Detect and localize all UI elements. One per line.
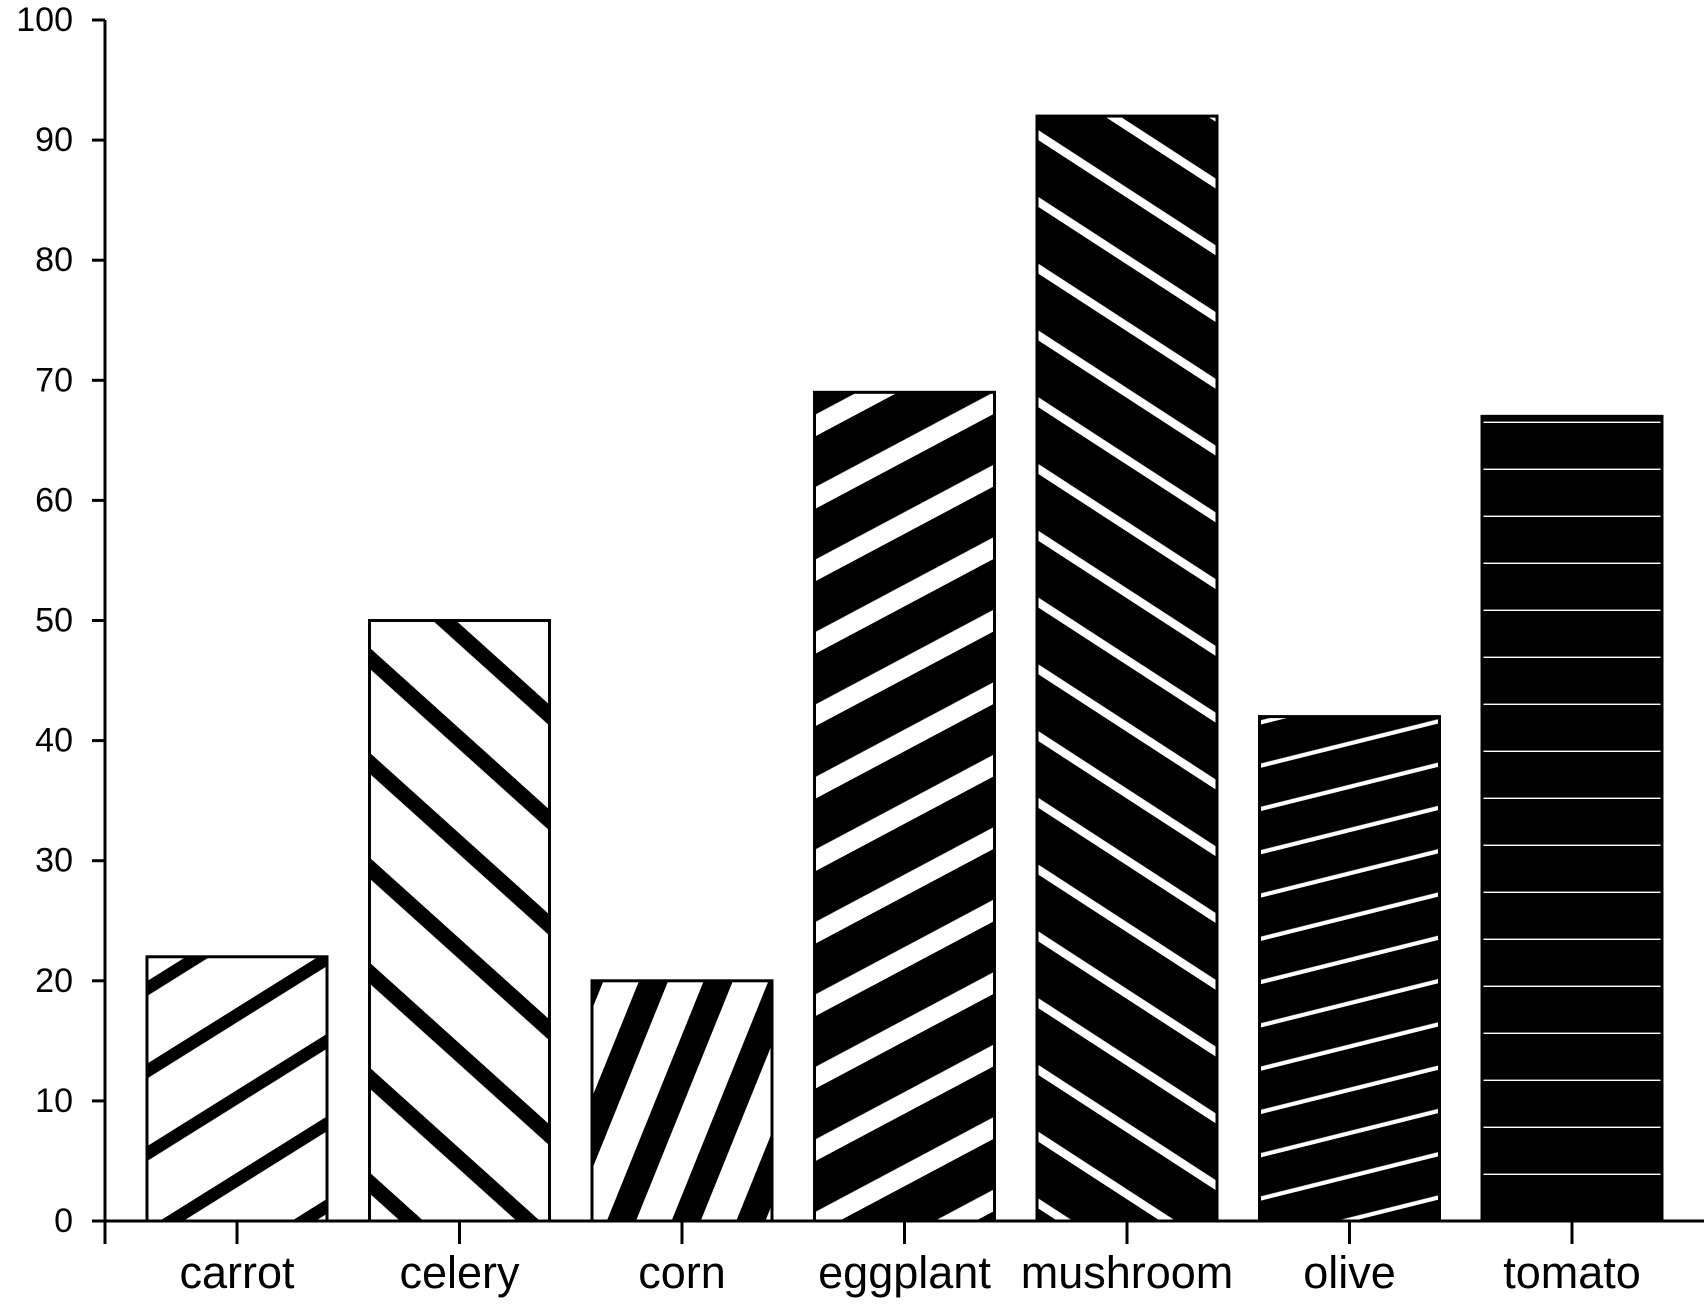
y-tick-label: 90 [35, 121, 73, 159]
y-tick-label: 60 [35, 481, 73, 519]
x-tick-label: tomato [1503, 1247, 1641, 1298]
x-tick-label: mushroom [1021, 1247, 1234, 1298]
bar-tomato [1480, 414, 1664, 1223]
x-ticks-group: carrot celery corn eggplant mushroom olive tom… [103, 1221, 1641, 1298]
bar-celery [368, 619, 551, 1223]
y-ticks-group: 0 10 20 30 40 50 60 70 80 90 100 [16, 1, 105, 1240]
y-tick-label: 80 [35, 241, 73, 279]
y-tick-label: 100 [16, 1, 73, 39]
y-tick-label: 0 [54, 1202, 73, 1240]
x-tick-label: corn [638, 1247, 726, 1298]
x-tick-label: eggplant [818, 1247, 991, 1298]
bar-olive [1258, 715, 1441, 1223]
x-tick-label: olive [1303, 1247, 1396, 1298]
bar-carrot [145, 955, 329, 1223]
y-tick-label: 30 [35, 842, 73, 880]
x-tick-label: carrot [179, 1247, 295, 1298]
bar-corn [590, 979, 774, 1223]
bar-eggplant [813, 390, 996, 1223]
y-tick-label: 50 [35, 602, 73, 640]
y-tick-label: 70 [35, 361, 73, 399]
x-tick-label: celery [399, 1247, 520, 1298]
y-tick-label: 40 [35, 722, 73, 760]
y-tick-label: 20 [35, 962, 73, 1000]
y-tick-label: 10 [35, 1082, 73, 1120]
bar-mushroom [1035, 114, 1219, 1223]
bars-group [145, 114, 1664, 1223]
